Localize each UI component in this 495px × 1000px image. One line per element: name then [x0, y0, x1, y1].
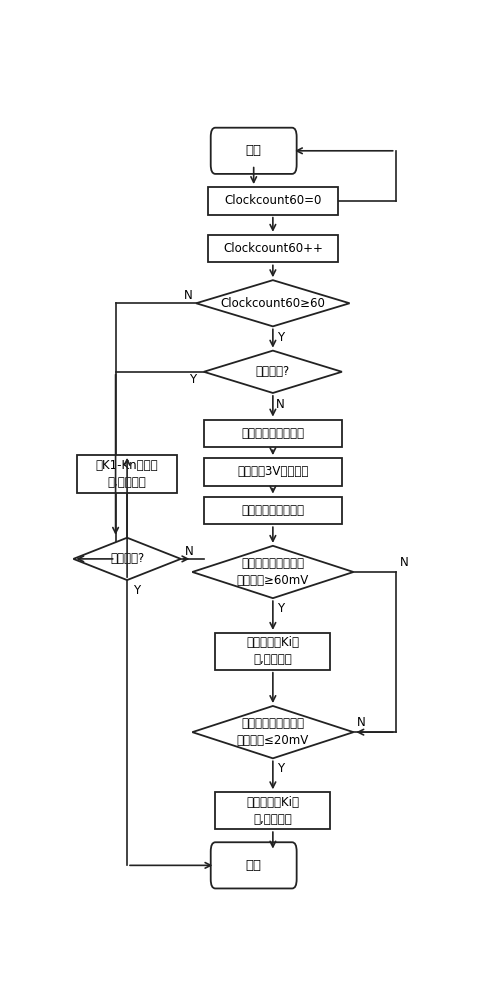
Text: 结束: 结束 [246, 859, 262, 872]
Text: 开始: 开始 [246, 144, 262, 157]
Text: 选取大于3V单体电压: 选取大于3V单体电压 [237, 465, 308, 478]
Text: 蓄电池单体电压与最
小值之差≤20mV: 蓄电池单体电压与最 小值之差≤20mV [237, 717, 309, 747]
Text: Y: Y [277, 331, 284, 344]
Text: 选取单体电压最小值: 选取单体电压最小值 [242, 504, 304, 517]
Polygon shape [196, 280, 349, 326]
Text: N: N [357, 716, 366, 729]
Bar [204, 420, 342, 447]
Text: N: N [399, 556, 408, 569]
Text: Clockcount60=0: Clockcount60=0 [224, 194, 322, 207]
Polygon shape [204, 351, 342, 393]
Bar [208, 187, 338, 215]
Bar [204, 497, 342, 524]
Text: 将K1-Kn全部断
开,置遥测位: 将K1-Kn全部断 开,置遥测位 [96, 459, 158, 489]
Text: Y: Y [277, 602, 284, 615]
Text: Y: Y [277, 762, 284, 775]
Polygon shape [73, 538, 181, 580]
Text: 将相应开关Ki接
通,置遥测位: 将相应开关Ki接 通,置遥测位 [247, 636, 299, 666]
Bar [208, 235, 338, 262]
Text: N: N [185, 545, 194, 558]
FancyBboxPatch shape [211, 842, 297, 888]
Text: 将相应开关Ki断
开,置遥测位: 将相应开关Ki断 开,置遥测位 [247, 796, 299, 826]
Text: Y: Y [133, 584, 140, 597]
Text: N: N [184, 289, 192, 302]
Text: Clockcount60≥60: Clockcount60≥60 [220, 297, 325, 310]
Text: 放电状态?: 放电状态? [110, 552, 144, 565]
Text: N: N [276, 398, 285, 411]
Text: 蓄电池单体电压与最
小值之差≥60mV: 蓄电池单体电压与最 小值之差≥60mV [237, 557, 309, 587]
Text: Y: Y [189, 373, 196, 386]
Polygon shape [193, 706, 353, 758]
Text: 放电状态?: 放电状态? [256, 365, 290, 378]
Polygon shape [193, 546, 353, 598]
Bar [204, 458, 342, 486]
Bar [215, 633, 331, 670]
Text: Clockcount60++: Clockcount60++ [223, 242, 323, 255]
Bar [77, 455, 177, 493]
Bar [215, 792, 331, 829]
FancyBboxPatch shape [211, 128, 297, 174]
Text: 采集蓄电池单体电压: 采集蓄电池单体电压 [242, 427, 304, 440]
